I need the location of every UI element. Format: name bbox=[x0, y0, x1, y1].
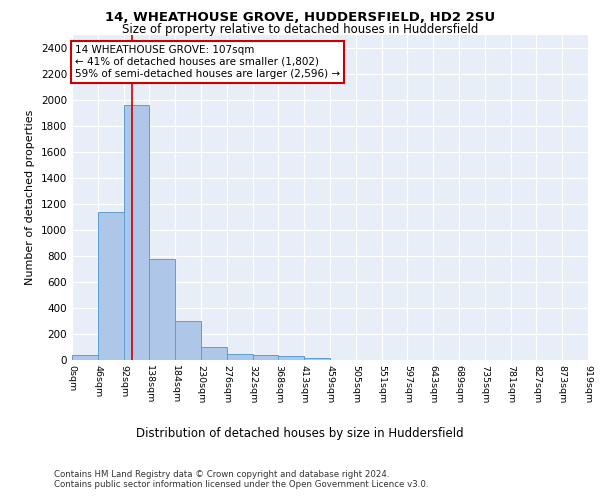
Bar bbox=[227, 354, 253, 360]
Bar bbox=[72, 356, 98, 360]
Bar bbox=[278, 356, 304, 360]
Bar bbox=[124, 105, 149, 360]
Bar bbox=[149, 259, 175, 360]
Text: 14 WHEATHOUSE GROVE: 107sqm
← 41% of detached houses are smaller (1,802)
59% of : 14 WHEATHOUSE GROVE: 107sqm ← 41% of det… bbox=[75, 46, 340, 78]
Text: 14, WHEATHOUSE GROVE, HUDDERSFIELD, HD2 2SU: 14, WHEATHOUSE GROVE, HUDDERSFIELD, HD2 … bbox=[105, 11, 495, 24]
Text: Distribution of detached houses by size in Huddersfield: Distribution of detached houses by size … bbox=[136, 428, 464, 440]
Text: Contains public sector information licensed under the Open Government Licence v3: Contains public sector information licen… bbox=[54, 480, 428, 489]
Text: Size of property relative to detached houses in Huddersfield: Size of property relative to detached ho… bbox=[122, 22, 478, 36]
Bar bbox=[175, 321, 201, 360]
Bar bbox=[253, 355, 278, 360]
Text: Contains HM Land Registry data © Crown copyright and database right 2024.: Contains HM Land Registry data © Crown c… bbox=[54, 470, 389, 479]
Bar bbox=[201, 347, 227, 360]
Bar bbox=[304, 358, 330, 360]
Bar bbox=[98, 212, 124, 360]
Y-axis label: Number of detached properties: Number of detached properties bbox=[25, 110, 35, 285]
